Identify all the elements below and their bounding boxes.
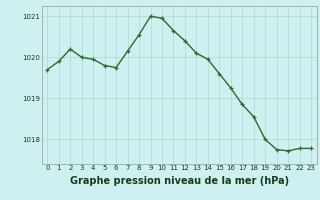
X-axis label: Graphe pression niveau de la mer (hPa): Graphe pression niveau de la mer (hPa) [70, 176, 289, 186]
